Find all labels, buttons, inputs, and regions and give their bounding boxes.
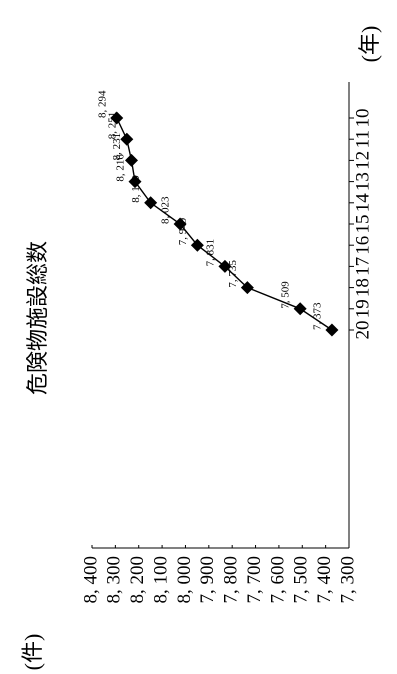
data-point-marker xyxy=(190,238,204,252)
data-label: 7, 735 xyxy=(227,260,239,288)
data-point-marker xyxy=(144,196,158,210)
y-tick-label: 8, 100 xyxy=(150,556,171,604)
x-tick-group: 10 xyxy=(352,109,373,128)
x-tick-label: 10 xyxy=(352,109,373,128)
x-tick-group: 20 xyxy=(352,321,373,340)
x-tick-label: 12 xyxy=(352,151,373,170)
data-point-marker xyxy=(128,175,142,189)
x-tick-label: 14 xyxy=(352,193,373,213)
y-tick-group: 8, 200 xyxy=(127,556,148,604)
data-point-marker xyxy=(293,302,307,316)
y-tick-group: 7, 800 xyxy=(221,556,242,604)
data-point-marker xyxy=(120,132,134,146)
y-tick-label: 7, 500 xyxy=(291,556,312,604)
x-tick-group: 17 xyxy=(352,257,373,276)
data-label-group: 7, 735 xyxy=(227,260,239,288)
data-point-marker xyxy=(325,323,339,337)
y-tick-group: 7, 300 xyxy=(337,556,358,604)
data-label: 8, 023 xyxy=(160,196,172,224)
y-axis-label-group: (件) xyxy=(20,634,45,671)
x-tick-group: 12 xyxy=(352,151,373,170)
data-label-group: 7, 509 xyxy=(280,281,292,309)
x-tick-label: 11 xyxy=(352,130,373,148)
data-label-group: 8, 216 xyxy=(115,154,127,182)
data-label-group: 7, 831 xyxy=(204,239,216,267)
chart-title: 危険物施設総数 xyxy=(25,241,50,395)
x-tick-group: 13 xyxy=(352,172,373,191)
data-label: 8, 231 xyxy=(111,133,123,161)
y-ticks: 8, 400 8, 300 8, 200 8, 100 8, 000 7, 900 7, 8… xyxy=(80,545,358,604)
x-tick-label: 18 xyxy=(352,278,373,297)
x-tick-group: 16 xyxy=(352,236,373,255)
data-label: 7, 509 xyxy=(280,281,292,309)
x-ticks: 10 11 12 13 14 15 16 17 18 19 20 xyxy=(349,109,373,340)
y-tick-label: 7, 900 xyxy=(197,556,218,604)
x-tick-label: 19 xyxy=(352,299,373,318)
y-tick-group: 7, 900 xyxy=(197,556,218,604)
title-group: 危険物施設総数 xyxy=(25,241,50,395)
x-tick-group: 15 xyxy=(352,215,373,234)
y-tick-label: 7, 400 xyxy=(314,556,335,604)
data-label: 8, 294 xyxy=(96,90,108,118)
data-label: 7, 831 xyxy=(204,239,216,267)
y-tick-group: 8, 100 xyxy=(150,556,171,604)
x-axis-label-group: (年) xyxy=(357,26,382,63)
x-tick-label: 17 xyxy=(352,257,373,276)
y-tick-group: 7, 400 xyxy=(314,556,335,604)
y-tick-label: 8, 400 xyxy=(80,556,101,604)
data-point-marker xyxy=(173,217,187,231)
y-tick-label: 8, 200 xyxy=(127,556,148,604)
x-tick-label: 16 xyxy=(352,236,373,255)
data-markers xyxy=(110,111,339,337)
y-tick-group: 7, 500 xyxy=(291,556,312,604)
data-point-marker xyxy=(240,281,254,295)
x-tick-label: 20 xyxy=(352,321,373,340)
y-tick-label: 7, 300 xyxy=(337,556,358,604)
data-label: 8, 251 xyxy=(106,112,118,140)
y-tick-group: 8, 000 xyxy=(174,556,195,604)
data-label-group: 8, 023 xyxy=(160,196,172,224)
y-tick-group: 7, 600 xyxy=(267,556,288,604)
data-label: 8, 216 xyxy=(115,154,127,182)
data-label-group: 7, 373 xyxy=(311,302,323,330)
y-tick-group: 8, 400 xyxy=(80,556,101,604)
data-label: 7, 373 xyxy=(311,302,323,330)
data-label-group: 8, 149 xyxy=(130,175,142,203)
x-tick-group: 11 xyxy=(352,130,373,148)
data-point-marker xyxy=(124,153,138,167)
y-tick-label: 7, 800 xyxy=(221,556,242,604)
y-axis-label: (件) xyxy=(20,634,45,671)
data-label: 8, 149 xyxy=(130,175,142,203)
data-label-group: 8, 251 xyxy=(106,112,118,140)
y-tick-group: 7, 700 xyxy=(244,556,265,604)
data-point-marker xyxy=(218,259,232,273)
y-tick-label: 8, 300 xyxy=(104,556,125,604)
data-label-group: 8, 231 xyxy=(111,133,123,161)
x-tick-label: 13 xyxy=(352,172,373,191)
y-tick-label: 8, 000 xyxy=(174,556,195,604)
x-tick-label: 15 xyxy=(352,215,373,234)
data-point-marker xyxy=(110,111,124,125)
data-label: 7, 949 xyxy=(177,217,189,245)
data-label-group: 7, 949 xyxy=(177,217,189,245)
x-tick-group: 18 xyxy=(352,278,373,297)
x-axis-label: (年) xyxy=(357,26,382,63)
x-tick-group: 14 xyxy=(352,193,373,213)
x-tick-group: 19 xyxy=(352,299,373,318)
data-label-group: 8, 294 xyxy=(96,90,108,118)
y-tick-group: 8, 300 xyxy=(104,556,125,604)
series-line xyxy=(116,117,333,331)
y-tick-label: 7, 600 xyxy=(267,556,288,604)
y-tick-label: 7, 700 xyxy=(244,556,265,604)
